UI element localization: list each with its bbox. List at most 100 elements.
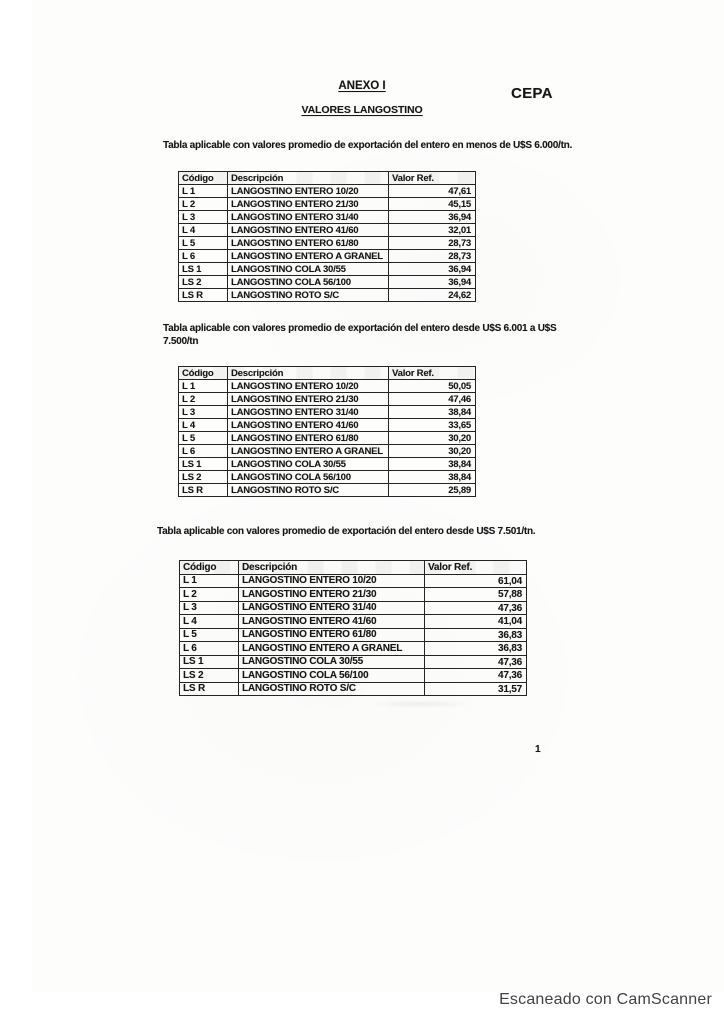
column-header-descripcion: Descripción — [227, 366, 389, 380]
table-header-row: Código Descripción Valor Ref. — [179, 560, 527, 575]
valores-table-3: Código Descripción Valor Ref. L 1 LANGOSTINO… — [179, 560, 527, 696]
column-header-valor-ref: Valor Ref. — [424, 560, 527, 575]
value-cell: 25,89 — [388, 483, 476, 497]
description-cell: LANGOSTINO COLA 30/55 — [227, 262, 389, 276]
value-cell: 47,36 — [424, 668, 527, 683]
anexo-title: ANEXO I — [0, 80, 724, 92]
table-row: L 2 LANGOSTINO ENTERO 21/30 57,88 — [179, 587, 527, 602]
code-cell: L 4 — [179, 614, 239, 629]
value-cell: 50,05 — [388, 379, 476, 393]
table-row: L 4 LANGOSTINO ENTERO 41/60 41,04 — [179, 614, 527, 629]
table-row: L 3 LANGOSTINO ENTERO 31/40 47,36 — [179, 600, 527, 615]
description-cell: LANGOSTINO ENTERO A GRANEL — [227, 444, 389, 458]
code-cell: LS R — [179, 681, 239, 696]
value-cell: 36,83 — [424, 641, 527, 656]
table-caption-line: Tabla aplicable con valores promedio de … — [163, 323, 557, 334]
code-cell: L 4 — [178, 223, 228, 237]
code-cell: L 1 — [179, 573, 239, 588]
description-cell: LANGOSTINO ROTO S/C — [238, 681, 425, 696]
table-row: LS 2 LANGOSTINO COLA 56/100 36,94 — [178, 275, 476, 289]
description-cell: LANGOSTINO COLA 56/100 — [227, 275, 389, 289]
value-cell: 24,62 — [388, 288, 476, 302]
value-cell: 33,65 — [388, 418, 476, 432]
table-row: L 3 LANGOSTINO ENTERO 31/40 36,94 — [178, 210, 476, 224]
table-header-row: Código Descripción Valor Ref. — [178, 171, 476, 185]
table-row: L 5 LANGOSTINO ENTERO 61/80 28,73 — [178, 236, 476, 250]
code-cell: L 5 — [178, 431, 228, 445]
code-cell: L 4 — [178, 418, 228, 432]
value-cell: 31,57 — [424, 681, 527, 696]
value-cell: 57,88 — [424, 587, 527, 602]
code-cell: L 6 — [178, 249, 228, 263]
description-cell: LANGOSTINO ENTERO 41/60 — [227, 223, 389, 237]
code-cell: L 2 — [178, 392, 228, 406]
table3-caption: Tabla aplicable con valores promedio de … — [157, 525, 536, 538]
valores-table-1: Código Descripción Valor Ref. L 1 LANGOSTINO… — [178, 171, 476, 302]
code-cell: LS R — [178, 288, 228, 302]
table-row: L 5 LANGOSTINO ENTERO 61/80 36,83 — [179, 627, 527, 642]
code-cell: LS 2 — [179, 668, 239, 683]
description-cell: LANGOSTINO ENTERO 31/40 — [227, 210, 389, 224]
table-row: L 2 LANGOSTINO ENTERO 21/30 45,15 — [178, 197, 476, 211]
code-cell: LS 2 — [178, 470, 228, 484]
table-caption-line: 7.500/tn — [163, 336, 199, 347]
table-header-row: Código Descripción Valor Ref. — [178, 366, 476, 380]
description-cell: LANGOSTINO ENTERO 61/80 — [227, 431, 389, 445]
table-row: LS 1 LANGOSTINO COLA 30/55 38,84 — [178, 457, 476, 471]
description-cell: LANGOSTINO ENTERO 41/60 — [238, 614, 425, 629]
table-row: LS 2 LANGOSTINO COLA 56/100 47,36 — [179, 668, 527, 683]
table-row: L 6 LANGOSTINO ENTERO A GRANEL 30,20 — [178, 444, 476, 458]
table-row: L 1 LANGOSTINO ENTERO 10/20 50,05 — [178, 379, 476, 393]
value-cell: 38,84 — [388, 405, 476, 419]
value-cell: 47,46 — [388, 392, 476, 406]
code-cell: L 5 — [178, 236, 228, 250]
value-cell: 47,36 — [424, 600, 527, 615]
value-cell: 45,15 — [388, 197, 476, 211]
code-cell: L 6 — [179, 641, 239, 656]
value-cell: 36,94 — [388, 210, 476, 224]
description-cell: LANGOSTINO ENTERO 21/30 — [238, 587, 425, 602]
value-cell: 47,36 — [424, 654, 527, 669]
description-cell: LANGOSTINO ENTERO 61/80 — [238, 627, 425, 642]
doc-subtitle-text: VALORES LANGOSTINO — [301, 104, 423, 116]
code-cell: L 2 — [178, 197, 228, 211]
table-row: L 1 LANGOSTINO ENTERO 10/20 47,61 — [178, 184, 476, 198]
table-row: LS 1 LANGOSTINO COLA 30/55 36,94 — [178, 262, 476, 276]
valores-table-2: Código Descripción Valor Ref. L 1 LANGOSTINO… — [178, 366, 476, 497]
value-cell: 38,84 — [388, 470, 476, 484]
table-row: L 3 LANGOSTINO ENTERO 31/40 38,84 — [178, 405, 476, 419]
code-cell: LS R — [178, 483, 228, 497]
value-cell: 30,20 — [388, 444, 476, 458]
table-row: L 4 LANGOSTINO ENTERO 41/60 33,65 — [178, 418, 476, 432]
description-cell: LANGOSTINO COLA 30/55 — [227, 457, 389, 471]
table-row: L 6 LANGOSTINO ENTERO A GRANEL 36,83 — [179, 641, 527, 656]
column-header-codigo: Código — [179, 560, 239, 575]
description-cell: LANGOSTINO ENTERO 41/60 — [227, 418, 389, 432]
table-row: L 1 LANGOSTINO ENTERO 10/20 61,04 — [179, 573, 527, 588]
code-cell: LS 1 — [179, 654, 239, 669]
column-header-descripcion: Descripción — [238, 560, 425, 575]
cepa-stamp: CEPA — [511, 85, 553, 102]
value-cell: 47,61 — [388, 184, 476, 198]
code-cell: L 1 — [178, 184, 228, 198]
description-cell: LANGOSTINO ENTERO 10/20 — [227, 184, 389, 198]
description-cell: LANGOSTINO ROTO S/C — [227, 483, 389, 497]
description-cell: LANGOSTINO COLA 30/55 — [238, 654, 425, 669]
code-cell: L 3 — [178, 405, 228, 419]
description-cell: LANGOSTINO ENTERO 31/40 — [238, 600, 425, 615]
description-cell: LANGOSTINO ENTERO 31/40 — [227, 405, 389, 419]
value-cell: 28,73 — [388, 249, 476, 263]
table-row: LS R LANGOSTINO ROTO S/C 25,89 — [178, 483, 476, 497]
description-cell: LANGOSTINO ENTERO 21/30 — [227, 392, 389, 406]
table1-caption: Tabla aplicable con valores promedio de … — [163, 139, 572, 152]
description-cell: LANGOSTINO ENTERO 10/20 — [227, 379, 389, 393]
code-cell: LS 1 — [178, 262, 228, 276]
table-caption-line: Tabla aplicable con valores promedio de … — [163, 140, 573, 151]
table-row: LS 2 LANGOSTINO COLA 56/100 38,84 — [178, 470, 476, 484]
code-cell: L 5 — [179, 627, 239, 642]
description-cell: LANGOSTINO ENTERO A GRANEL — [238, 641, 425, 656]
description-cell: LANGOSTINO ENTERO 10/20 — [238, 573, 425, 588]
description-cell: LANGOSTINO ENTERO A GRANEL — [227, 249, 389, 263]
code-cell: LS 1 — [178, 457, 228, 471]
